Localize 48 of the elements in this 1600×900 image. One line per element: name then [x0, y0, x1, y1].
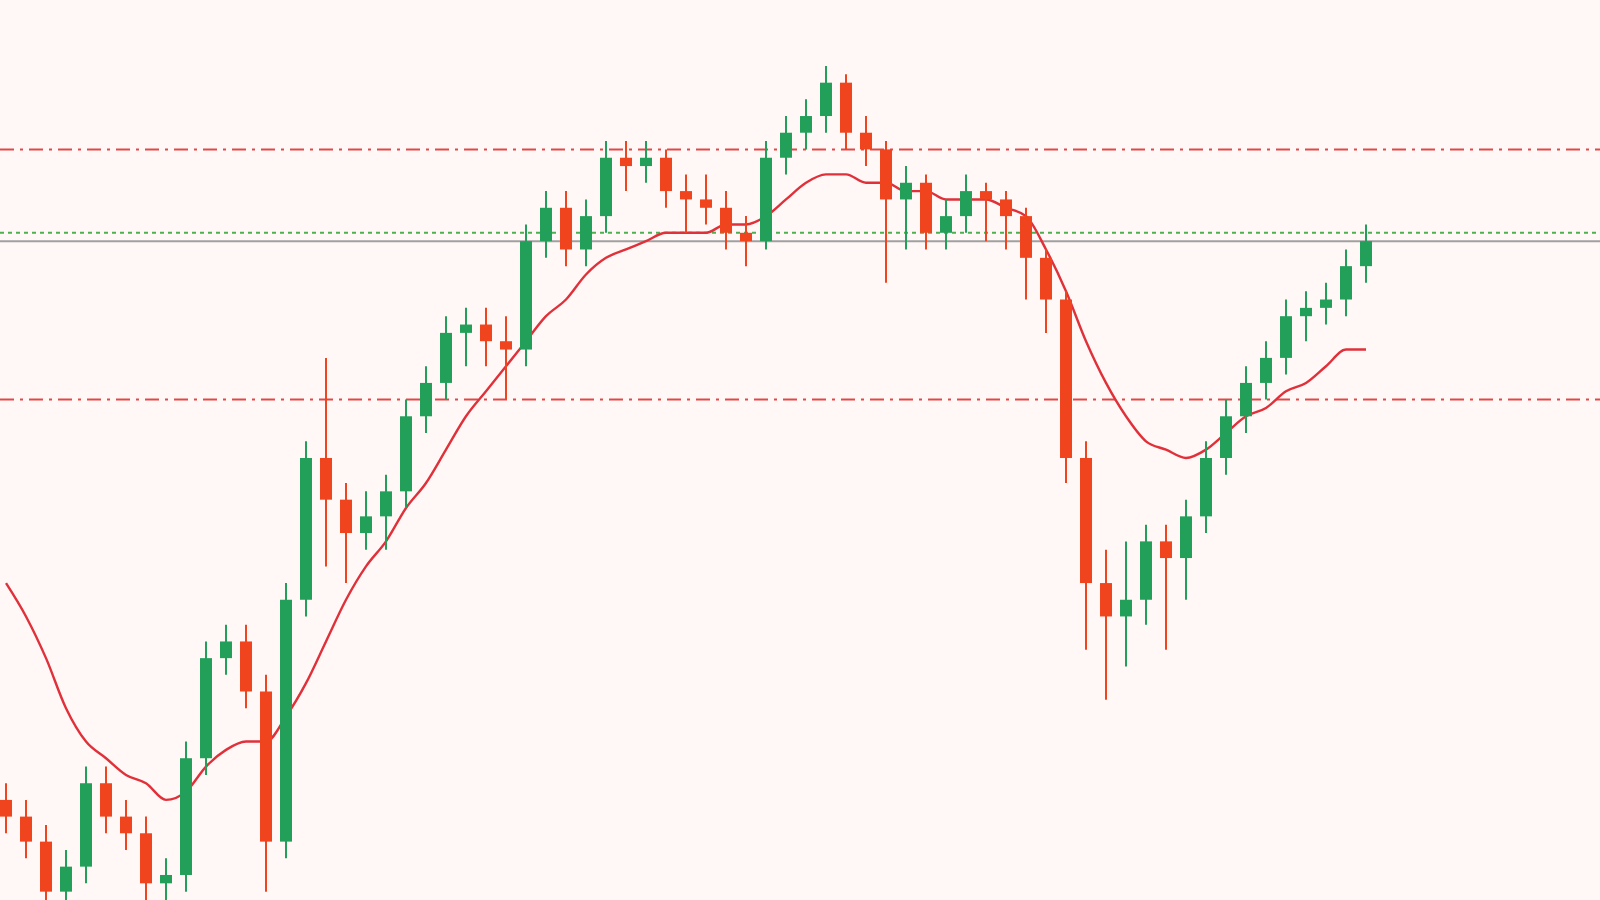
candlestick	[580, 198, 592, 268]
candlestick	[1340, 248, 1352, 318]
candlestick	[820, 65, 832, 134]
candlestick	[1240, 365, 1252, 434]
candlestick	[480, 306, 492, 368]
candlestick	[740, 215, 752, 268]
candlestick	[1020, 206, 1032, 301]
candlestick	[360, 490, 372, 551]
candlestick	[700, 173, 712, 226]
candlestick	[640, 140, 652, 184]
candlestick	[1360, 223, 1372, 284]
candlestick	[320, 356, 332, 568]
candlestick	[720, 190, 732, 251]
candlestick	[420, 365, 432, 434]
candlestick	[620, 140, 632, 193]
candlestick	[1220, 398, 1232, 476]
candlestick	[1040, 248, 1052, 334]
candlestick	[780, 115, 792, 176]
candlestick	[1100, 548, 1112, 701]
candlestick	[1320, 281, 1332, 326]
candlestick	[980, 181, 992, 243]
candlestick	[20, 798, 32, 860]
candlestick	[660, 148, 672, 209]
candlestick	[1120, 540, 1132, 668]
candlestick	[1180, 498, 1192, 601]
candlestick	[540, 190, 552, 259]
candlestick	[120, 798, 132, 851]
candlestick	[380, 473, 392, 551]
candlestick	[0, 782, 12, 835]
candlestick	[60, 848, 72, 900]
candlestick	[460, 306, 472, 368]
candlestick	[560, 190, 572, 268]
candlestick	[860, 115, 872, 168]
candlestick	[900, 165, 912, 251]
candlestick	[1260, 340, 1272, 401]
candlestick	[960, 173, 972, 234]
candlestick	[1000, 190, 1012, 251]
candlestick	[800, 98, 812, 151]
candlestick	[340, 482, 352, 585]
candlestick	[100, 765, 112, 835]
candlestick	[1300, 290, 1312, 343]
candlestick	[1160, 523, 1172, 651]
candlestick	[160, 857, 172, 900]
candlestick	[1280, 298, 1292, 376]
candlestick	[940, 198, 952, 251]
candlestick	[500, 315, 512, 401]
candlestick	[220, 623, 232, 676]
candlestick	[680, 173, 692, 234]
